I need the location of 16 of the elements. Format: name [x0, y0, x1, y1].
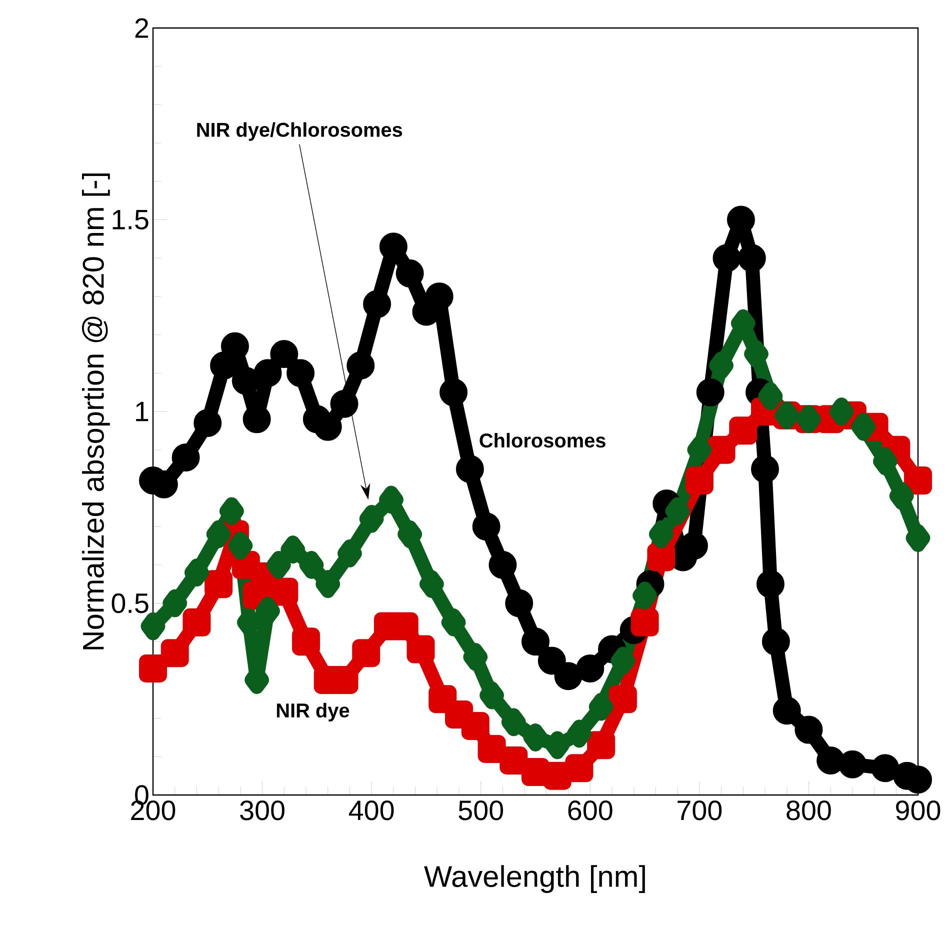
text: NIR dye/Chlorosomes [197, 122, 402, 141]
y-tick-label: 1 [136, 402, 148, 422]
x-axis-title: Wavelength [nm] [424, 865, 645, 893]
y-tick-label: 2 [135, 18, 148, 38]
x-tick-label: 900 [896, 800, 940, 820]
x-tick-label: 700 [678, 800, 722, 820]
series-label: NIR dye [276, 702, 350, 722]
series-label: Chlorosomes [480, 432, 606, 448]
y-axis-title: Normalized absoprtion @ 820 nm [-] [82, 173, 110, 650]
x-tick-label: 600 [568, 800, 612, 820]
x-tick-label: 300 [240, 800, 284, 820]
x-tick-label: 400 [348, 800, 394, 820]
x-tick-label: 800 [786, 800, 831, 820]
y-tick-label: 0.5 [112, 593, 148, 614]
x-tick-label: 500 [458, 800, 504, 820]
y-tick-label: 1.5 [112, 210, 148, 230]
